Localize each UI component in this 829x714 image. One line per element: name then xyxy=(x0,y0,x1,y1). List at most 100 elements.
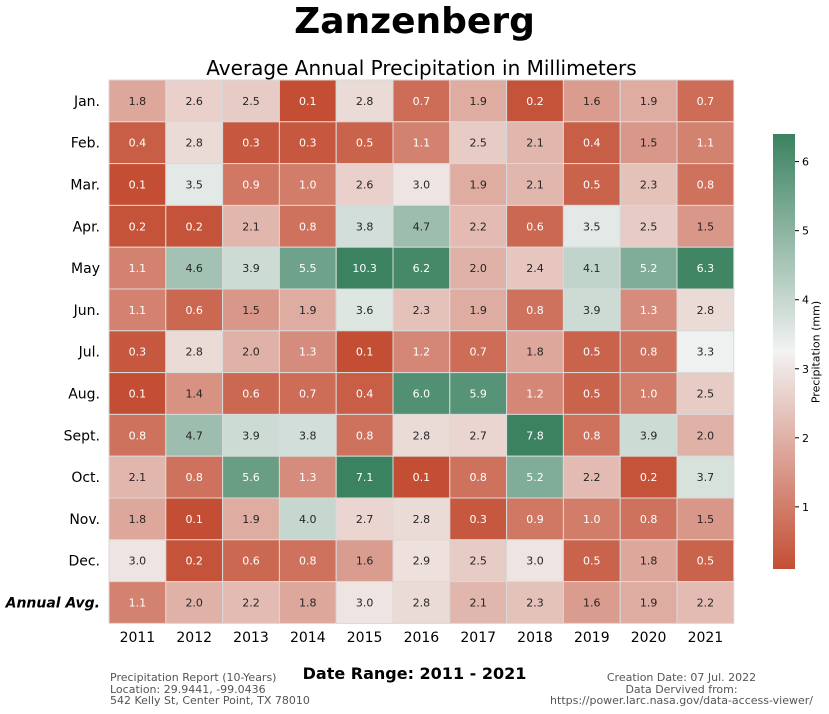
cell-value-label: 2.0 xyxy=(185,597,203,610)
cell-value-label: 2.1 xyxy=(129,471,147,484)
heatmap-cell xyxy=(335,497,394,541)
cell-value-label: 0.1 xyxy=(299,95,317,108)
colorbar-label: Precipitation (mm) xyxy=(809,300,823,404)
cell-value-label: 0.8 xyxy=(697,179,715,192)
heatmap-cell xyxy=(165,581,224,624)
cell-value-label: 1.6 xyxy=(356,555,374,568)
heatmap-cell xyxy=(676,413,735,457)
cell-value-label: 3.9 xyxy=(583,304,601,317)
heatmap-cell xyxy=(562,330,621,374)
cell-value-label: 0.8 xyxy=(356,429,374,442)
cell-value-label: 0.1 xyxy=(185,513,203,526)
heatmap-cell xyxy=(619,204,678,248)
cell-value-label: 2.2 xyxy=(583,471,601,484)
cell-value-label: 2.3 xyxy=(640,179,658,192)
cell-value-label: 1.6 xyxy=(583,95,601,108)
cell-value-label: 0.6 xyxy=(242,388,260,401)
heatmap-cell xyxy=(506,497,564,541)
cell-value-label: 1.8 xyxy=(526,346,544,359)
row-label: Feb. xyxy=(71,136,100,152)
cell-value-label: 3.8 xyxy=(299,429,317,442)
heatmap-cell xyxy=(619,539,678,583)
cell-value-label: 2.2 xyxy=(697,597,715,610)
colorbar-tick-label: 6 xyxy=(802,156,809,169)
cell-value-label: 0.8 xyxy=(469,471,487,484)
heatmap-cell xyxy=(335,246,394,290)
heatmap-cell xyxy=(392,539,451,583)
heatmap-cell xyxy=(506,413,564,457)
cell-value-label: 0.8 xyxy=(526,304,544,317)
cell-value-label: 0.6 xyxy=(185,304,203,317)
row-label: Jul. xyxy=(78,345,100,361)
heatmap-cell xyxy=(222,581,280,624)
heatmap-cell xyxy=(165,163,224,206)
column-label: 2017 xyxy=(460,630,496,646)
cell-value-label: 0.3 xyxy=(299,137,317,150)
cell-value-label: 0.5 xyxy=(356,137,374,150)
heatmap-cell xyxy=(619,581,678,624)
cell-value-label: 2.6 xyxy=(356,179,374,192)
heatmap-cell xyxy=(222,455,280,499)
heatmap-cell xyxy=(676,246,735,290)
cell-value-label: 2.3 xyxy=(526,597,544,610)
column-label: 2021 xyxy=(688,630,724,646)
heatmap-cell xyxy=(676,288,735,332)
cell-value-label: 0.8 xyxy=(129,429,147,442)
cell-value-label: 2.0 xyxy=(469,262,487,275)
cell-value-label: 2.7 xyxy=(356,513,374,526)
column-label: 2014 xyxy=(290,630,326,646)
heatmap-cell xyxy=(278,581,337,624)
cell-value-label: 1.3 xyxy=(640,304,658,317)
heatmap-cell xyxy=(392,330,451,374)
cell-value-label: 1.9 xyxy=(640,95,658,108)
cell-value-label: 1.8 xyxy=(640,555,658,568)
colorbar-tick-label: 3 xyxy=(802,363,809,376)
cell-value-label: 1.9 xyxy=(299,304,317,317)
cell-value-label: 2.0 xyxy=(242,346,260,359)
column-label: 2016 xyxy=(404,630,440,646)
cell-value-label: 0.6 xyxy=(242,555,260,568)
cell-value-label: 3.0 xyxy=(356,597,374,610)
heatmap-cell xyxy=(278,79,337,123)
cell-value-label: 0.7 xyxy=(469,346,487,359)
heatmap-cell xyxy=(676,204,735,248)
row-label: Apr. xyxy=(73,219,100,235)
cell-value-label: 5.6 xyxy=(242,471,260,484)
cell-value-label: 2.5 xyxy=(697,388,715,401)
cell-value-label: 0.4 xyxy=(356,388,374,401)
row-label: Jan. xyxy=(73,94,100,110)
heatmap-cell xyxy=(165,288,224,332)
cell-value-label: 1.6 xyxy=(583,597,601,610)
cell-value-label: 2.2 xyxy=(469,220,487,233)
cell-value-label: 2.1 xyxy=(469,597,487,610)
cell-value-label: 3.9 xyxy=(242,429,260,442)
heatmap-cell xyxy=(449,372,508,415)
cell-value-label: 3.0 xyxy=(526,555,544,568)
cell-value-label: 1.0 xyxy=(583,513,601,526)
footer-creation-date: Creation Date: 07 Jul. 2022 xyxy=(606,671,757,684)
heatmap-cell xyxy=(676,79,735,123)
heatmap-cell xyxy=(335,413,394,457)
cell-value-label: 0.2 xyxy=(185,220,203,233)
cell-value-label: 1.9 xyxy=(469,95,487,108)
heatmap-cell xyxy=(449,581,508,624)
heatmap-cell xyxy=(506,539,564,583)
cell-value-label: 3.5 xyxy=(583,220,601,233)
heatmap-cell xyxy=(676,539,735,583)
heatmap-cell xyxy=(392,246,451,290)
cell-value-label: 0.9 xyxy=(526,513,544,526)
page-title: Zanzenberg xyxy=(294,1,535,42)
cell-value-label: 1.1 xyxy=(413,137,431,150)
row-label: Sept. xyxy=(64,428,100,444)
cell-value-label: 2.8 xyxy=(356,95,374,108)
cell-value-label: 0.2 xyxy=(185,555,203,568)
cell-value-label: 3.6 xyxy=(356,304,374,317)
heatmap-cell xyxy=(222,539,280,583)
cell-value-label: 2.8 xyxy=(413,429,431,442)
cell-value-label: 2.9 xyxy=(413,555,431,568)
heatmap-cell xyxy=(619,246,678,290)
heatmap-cell xyxy=(222,497,280,541)
footer-left: Precipitation Report (10-Years) Location… xyxy=(110,672,310,707)
cell-value-label: 0.5 xyxy=(697,555,715,568)
